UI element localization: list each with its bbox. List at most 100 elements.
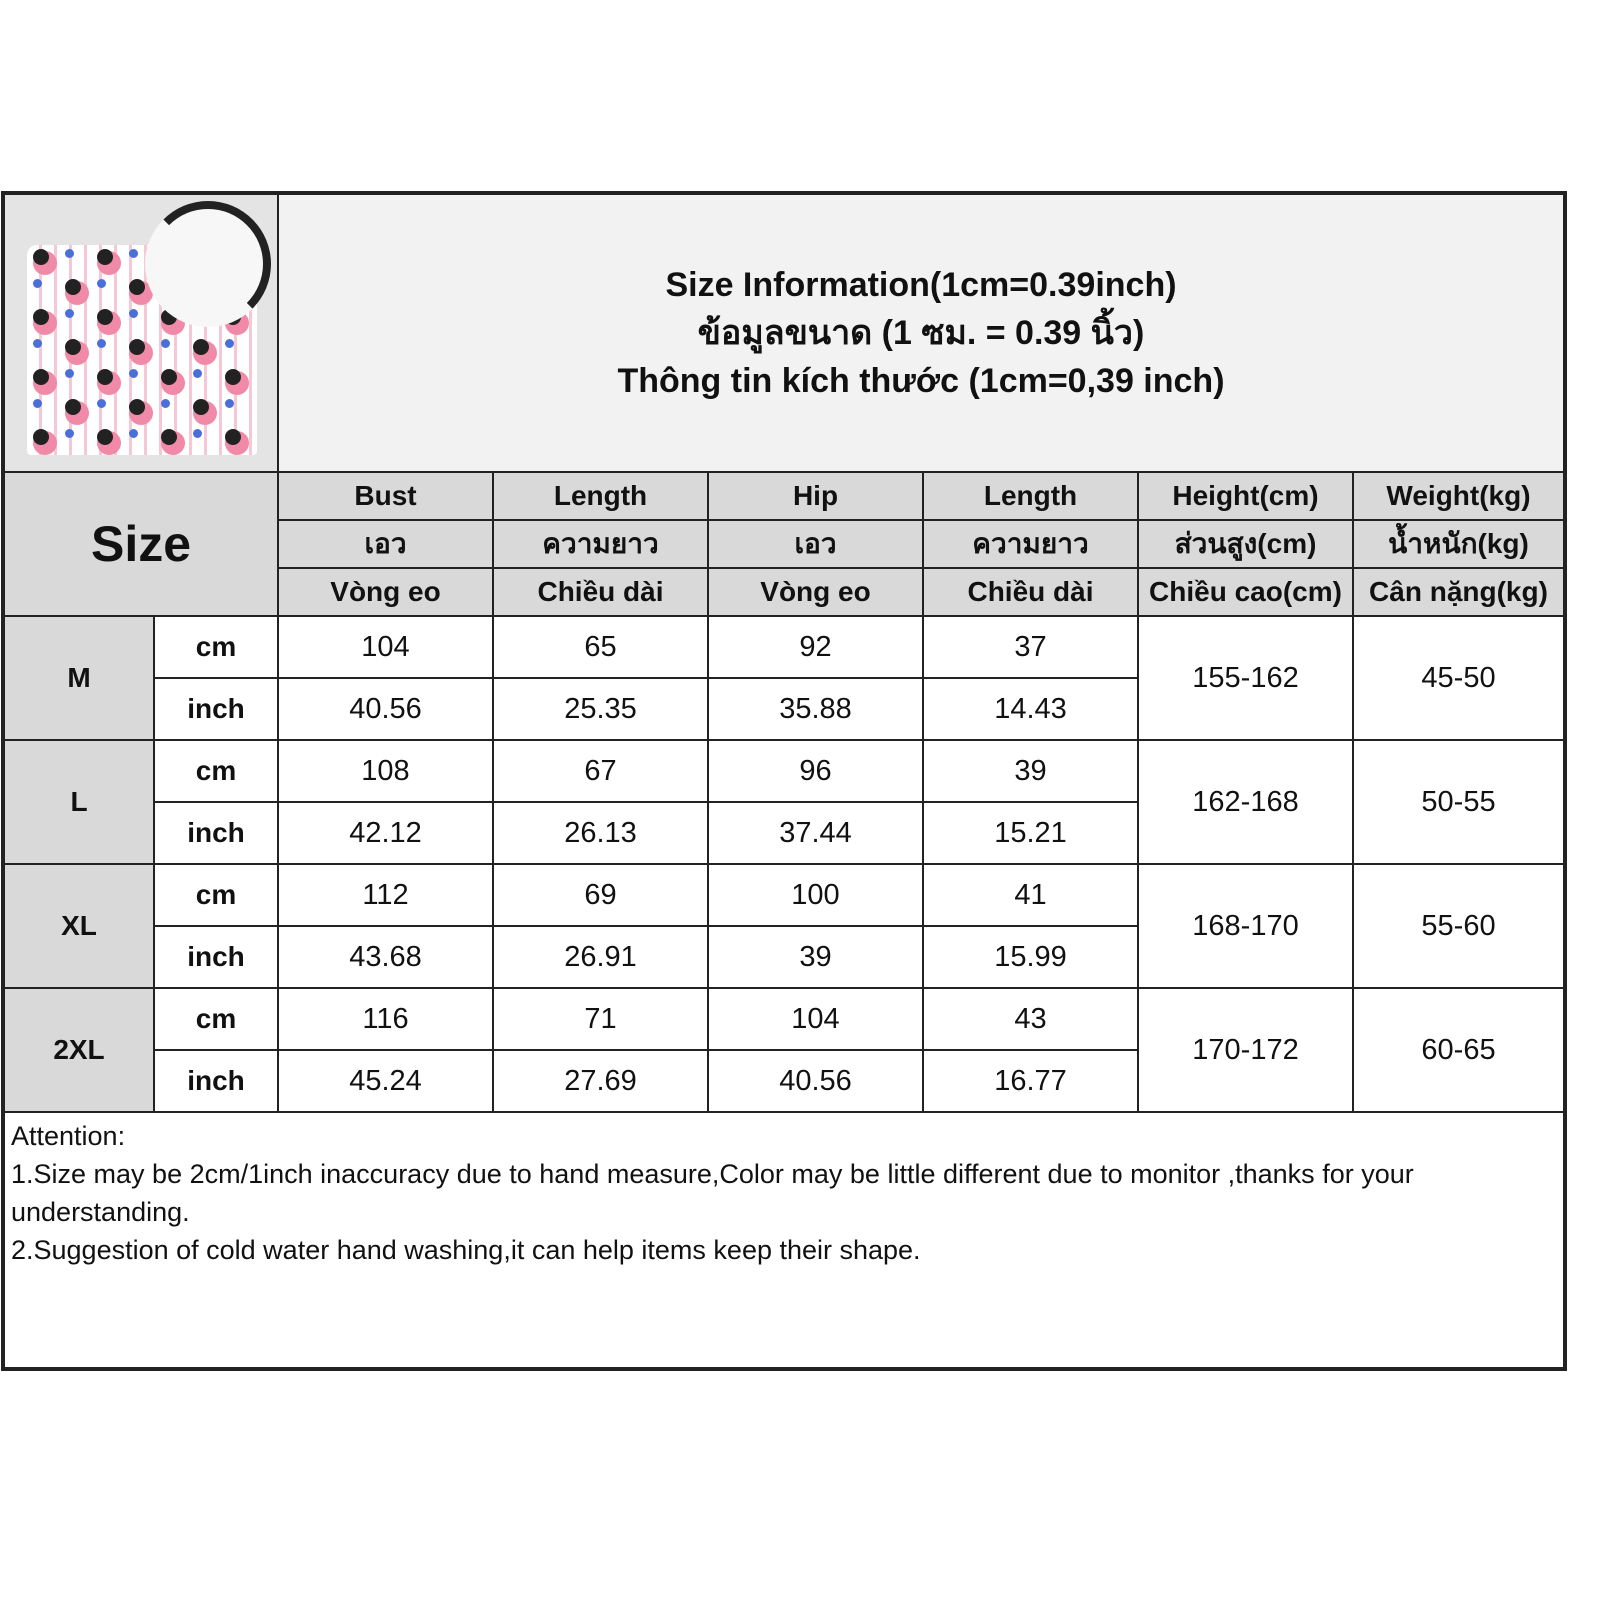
pattern-dot bbox=[65, 249, 74, 258]
pattern-dot bbox=[65, 279, 81, 295]
pattern-dot bbox=[33, 249, 49, 265]
pattern-dot bbox=[97, 279, 106, 288]
measurement-cell: 35.88 bbox=[707, 677, 924, 741]
column-header-th: เอว bbox=[277, 519, 494, 569]
pattern-dot bbox=[97, 249, 113, 265]
pattern-dot bbox=[225, 339, 234, 348]
column-header-en: Length bbox=[492, 471, 709, 521]
measurement-cell: 39 bbox=[922, 739, 1139, 803]
pattern-dot bbox=[129, 429, 138, 438]
size-label: L bbox=[3, 739, 155, 865]
size-header: Size bbox=[3, 471, 279, 617]
pattern-dot bbox=[33, 279, 42, 288]
title-vi: Thông tin kích thước (1cm=0,39 inch) bbox=[617, 362, 1225, 400]
table-row: inch 45.24 27.69 40.56 16.77 bbox=[4, 1049, 1564, 1113]
product-photo bbox=[3, 193, 279, 473]
column-header-th: ความยาว bbox=[922, 519, 1139, 569]
unit-label: cm bbox=[153, 739, 279, 803]
title-th: ข้อมูลขนาด (1 ซม. = 0.39 นิ้ว) bbox=[697, 314, 1145, 352]
column-header-en: Height(cm) bbox=[1137, 471, 1354, 521]
column-header-vi: Vòng eo bbox=[277, 567, 494, 617]
height-cell: 155-162 bbox=[1137, 615, 1354, 741]
unit-label: inch bbox=[153, 677, 279, 741]
measurement-cell: 16.77 bbox=[922, 1049, 1139, 1113]
table-row: inch 40.56 25.35 35.88 14.43 bbox=[4, 677, 1564, 741]
column-header-vi: Cân nặng(kg) bbox=[1352, 567, 1565, 617]
column-header-th: น้ำหนัก(kg) bbox=[1352, 519, 1565, 569]
title-en: Size Information(1cm=0.39inch) bbox=[665, 266, 1177, 304]
measurement-cell: 96 bbox=[707, 739, 924, 803]
measurement-cell: 37 bbox=[922, 615, 1139, 679]
unit-label: inch bbox=[153, 801, 279, 865]
height-cell: 168-170 bbox=[1137, 863, 1354, 989]
pattern-dot bbox=[161, 339, 170, 348]
measurement-cell: 27.69 bbox=[492, 1049, 709, 1113]
measurement-cell: 15.21 bbox=[922, 801, 1139, 865]
measurement-cell: 69 bbox=[492, 863, 709, 927]
pattern-dot bbox=[65, 429, 74, 438]
measurement-cell: 39 bbox=[707, 925, 924, 989]
pattern-dot bbox=[97, 339, 106, 348]
measurement-cell: 43.68 bbox=[277, 925, 494, 989]
column-header-vi: Chiều cao(cm) bbox=[1137, 567, 1354, 617]
measurement-cell: 26.91 bbox=[492, 925, 709, 989]
pattern-dot bbox=[225, 369, 241, 385]
weight-cell: 60-65 bbox=[1352, 987, 1565, 1113]
column-header-en: Bust bbox=[277, 471, 494, 521]
pattern-dot bbox=[65, 369, 74, 378]
pattern-dot bbox=[97, 309, 113, 325]
pattern-dot bbox=[97, 399, 106, 408]
note-line: 1.Size may be 2cm/1inch inaccuracy due t… bbox=[11, 1159, 1414, 1227]
size-label: XL bbox=[3, 863, 155, 989]
pattern-dot bbox=[97, 429, 113, 445]
measurement-cell: 37.44 bbox=[707, 801, 924, 865]
pattern-dot bbox=[161, 399, 170, 408]
pattern-dot bbox=[33, 309, 49, 325]
column-header-en: Length bbox=[922, 471, 1139, 521]
unit-label: inch bbox=[153, 925, 279, 989]
measurement-cell: 40.56 bbox=[277, 677, 494, 741]
pattern-dot bbox=[161, 369, 177, 385]
weight-cell: 45-50 bbox=[1352, 615, 1565, 741]
pattern-dot bbox=[129, 249, 138, 258]
measurement-cell: 67 bbox=[492, 739, 709, 803]
measurement-cell: 116 bbox=[277, 987, 494, 1051]
measurement-cell: 104 bbox=[277, 615, 494, 679]
column-header-en: Hip bbox=[707, 471, 924, 521]
unit-label: inch bbox=[153, 1049, 279, 1113]
pattern-dot bbox=[65, 309, 74, 318]
notes-heading: Attention: bbox=[11, 1121, 126, 1151]
pattern-dot bbox=[129, 369, 138, 378]
measurement-cell: 100 bbox=[707, 863, 924, 927]
table-row: 2XL cm 116 71 104 43 170-172 60-65 bbox=[3, 987, 1565, 1113]
weight-cell: 50-55 bbox=[1352, 739, 1565, 865]
pattern-dot bbox=[193, 429, 202, 438]
weight-cell: 55-60 bbox=[1352, 863, 1565, 989]
measurement-cell: 108 bbox=[277, 739, 494, 803]
pattern-dot bbox=[65, 339, 81, 355]
measurement-cell: 92 bbox=[707, 615, 924, 679]
table-row: inch 42.12 26.13 37.44 15.21 bbox=[4, 801, 1564, 865]
table-row: inch 43.68 26.91 39 15.99 bbox=[4, 925, 1564, 989]
size-label: 2XL bbox=[3, 987, 155, 1113]
column-header-th: เอว bbox=[707, 519, 924, 569]
pattern-dot bbox=[129, 279, 145, 295]
height-cell: 162-168 bbox=[1137, 739, 1354, 865]
measurement-cell: 26.13 bbox=[492, 801, 709, 865]
height-cell: 170-172 bbox=[1137, 987, 1354, 1113]
pattern-dot bbox=[225, 399, 234, 408]
column-header-vi: Chiều dài bbox=[492, 567, 709, 617]
column-header-en: Weight(kg) bbox=[1352, 471, 1565, 521]
measurement-cell: 65 bbox=[492, 615, 709, 679]
pattern-dot bbox=[33, 429, 49, 445]
measurement-cell: 25.35 bbox=[492, 677, 709, 741]
pattern-dot bbox=[33, 339, 42, 348]
note-line: 2.Suggestion of cold water hand washing,… bbox=[11, 1235, 921, 1265]
measurement-cell: 14.43 bbox=[922, 677, 1139, 741]
unit-label: cm bbox=[153, 615, 279, 679]
column-header-vi: Vòng eo bbox=[707, 567, 924, 617]
measurement-cell: 42.12 bbox=[277, 801, 494, 865]
measurement-cell: 45.24 bbox=[277, 1049, 494, 1113]
